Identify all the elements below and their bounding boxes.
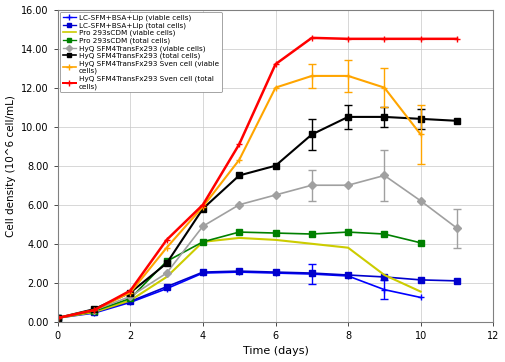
- Y-axis label: Cell density (10^6 cell/mL): Cell density (10^6 cell/mL): [6, 95, 16, 237]
- Legend: LC-SFM+BSA+Lip (viable cells), LC-SFM+BSA+Lip (total cells), Pro 293sCDM (viable: LC-SFM+BSA+Lip (viable cells), LC-SFM+BS…: [60, 12, 222, 92]
- X-axis label: Time (days): Time (days): [242, 346, 309, 357]
